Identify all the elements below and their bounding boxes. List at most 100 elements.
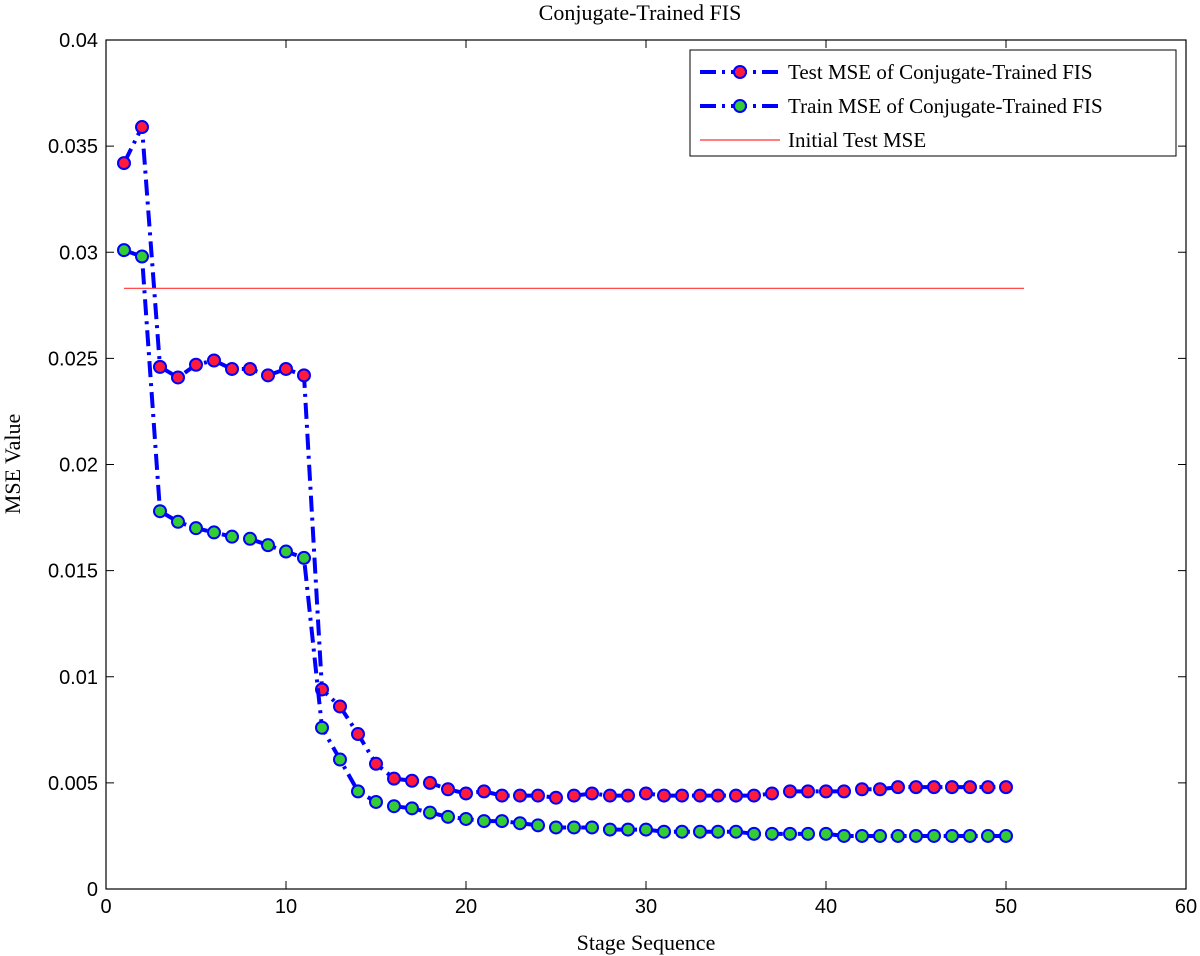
data-point: [639, 786, 653, 801]
data-point: [999, 780, 1013, 795]
data-point: [585, 786, 599, 801]
data-point: [747, 788, 761, 803]
data-point: [657, 788, 671, 803]
data-point: [747, 826, 761, 841]
data-point: [909, 828, 923, 843]
data-point: [369, 794, 383, 809]
legend-item: Test MSE of Conjugate-Trained FIS: [700, 60, 1093, 84]
data-point: [153, 359, 167, 374]
series-1: [117, 119, 1013, 805]
data-point: [513, 816, 527, 831]
data-point: [459, 811, 473, 826]
data-point: [549, 820, 563, 835]
data-point: [567, 820, 581, 835]
data-point: [873, 828, 887, 843]
data-point: [657, 824, 671, 839]
data-point: [711, 824, 725, 839]
data-point: [495, 814, 509, 829]
x-tick-label: 10: [275, 896, 297, 918]
data-point: [585, 820, 599, 835]
data-point: [963, 780, 977, 795]
data-point: [171, 370, 185, 385]
chart-title: Conjugate-Trained FIS: [539, 0, 742, 25]
data-point: [369, 756, 383, 771]
data-point: [423, 805, 437, 820]
data-point: [765, 826, 779, 841]
data-point: [333, 699, 347, 714]
data-point: [423, 775, 437, 790]
data-point: [279, 361, 293, 376]
data-point: [801, 826, 815, 841]
legend-marker: [733, 65, 747, 79]
y-tick-label: 0.04: [59, 30, 98, 52]
data-point: [225, 529, 239, 544]
y-tick-label: 0.035: [48, 136, 98, 158]
plot-area: [105, 39, 1187, 890]
data-point: [729, 788, 743, 803]
data-point: [837, 784, 851, 799]
data-point: [765, 786, 779, 801]
y-tick-label: 0.02: [59, 455, 98, 477]
data-point: [927, 828, 941, 843]
legend-label: Train MSE of Conjugate-Trained FIS: [788, 94, 1103, 118]
data-point: [711, 788, 725, 803]
x-tick-label: 60: [1175, 896, 1197, 918]
series-layer: [117, 119, 1024, 843]
data-point: [297, 368, 311, 383]
data-point: [963, 828, 977, 843]
legend-marker: [733, 99, 747, 113]
data-point: [945, 828, 959, 843]
data-point: [279, 544, 293, 559]
data-point: [783, 826, 797, 841]
data-point: [639, 822, 653, 837]
data-point: [261, 538, 275, 553]
legend-box: [689, 49, 1177, 157]
data-point: [207, 525, 221, 540]
data-point: [513, 788, 527, 803]
data-point: [315, 720, 329, 735]
legend-item: Train MSE of Conjugate-Trained FIS: [700, 94, 1103, 118]
data-point: [531, 818, 545, 833]
data-point: [495, 788, 509, 803]
data-point: [225, 361, 239, 376]
data-point: [693, 788, 707, 803]
data-point: [477, 814, 491, 829]
data-point: [189, 521, 203, 536]
data-point: [603, 788, 617, 803]
data-point: [477, 784, 491, 799]
data-point: [351, 784, 365, 799]
data-point: [675, 824, 689, 839]
data-point: [891, 828, 905, 843]
legend: Test MSE of Conjugate-Trained FIS Train M…: [689, 49, 1177, 157]
data-point: [243, 361, 257, 376]
data-point: [135, 249, 149, 264]
data-point: [153, 504, 167, 519]
y-tick-label: 0: [87, 879, 98, 901]
legend-label: Initial Test MSE: [788, 128, 926, 152]
data-point: [783, 784, 797, 799]
data-point: [387, 799, 401, 814]
data-point: [819, 826, 833, 841]
data-point: [621, 822, 635, 837]
data-point: [675, 788, 689, 803]
data-point: [909, 780, 923, 795]
data-point: [855, 828, 869, 843]
x-tick-label: 50: [995, 896, 1017, 918]
data-point: [945, 780, 959, 795]
x-tick-label: 0: [100, 896, 111, 918]
y-tick-label: 0.005: [48, 773, 98, 795]
x-axis: 0 10 20 30 40 50 60: [100, 40, 1197, 918]
data-point: [873, 782, 887, 797]
y-axis: 0 0.005 0.01 0.015 0.02 0.025 0.03 0.035 0.04: [48, 30, 1186, 901]
data-point: [531, 788, 545, 803]
y-tick-label: 0.03: [59, 242, 98, 264]
data-point: [135, 120, 149, 135]
y-axis-label: MSE Value: [0, 414, 25, 514]
data-point: [441, 809, 455, 824]
series-2: [117, 243, 1013, 843]
data-point: [405, 773, 419, 788]
data-point: [189, 357, 203, 372]
x-axis-label: Stage Sequence: [577, 930, 716, 955]
data-point: [981, 780, 995, 795]
data-point: [387, 771, 401, 786]
